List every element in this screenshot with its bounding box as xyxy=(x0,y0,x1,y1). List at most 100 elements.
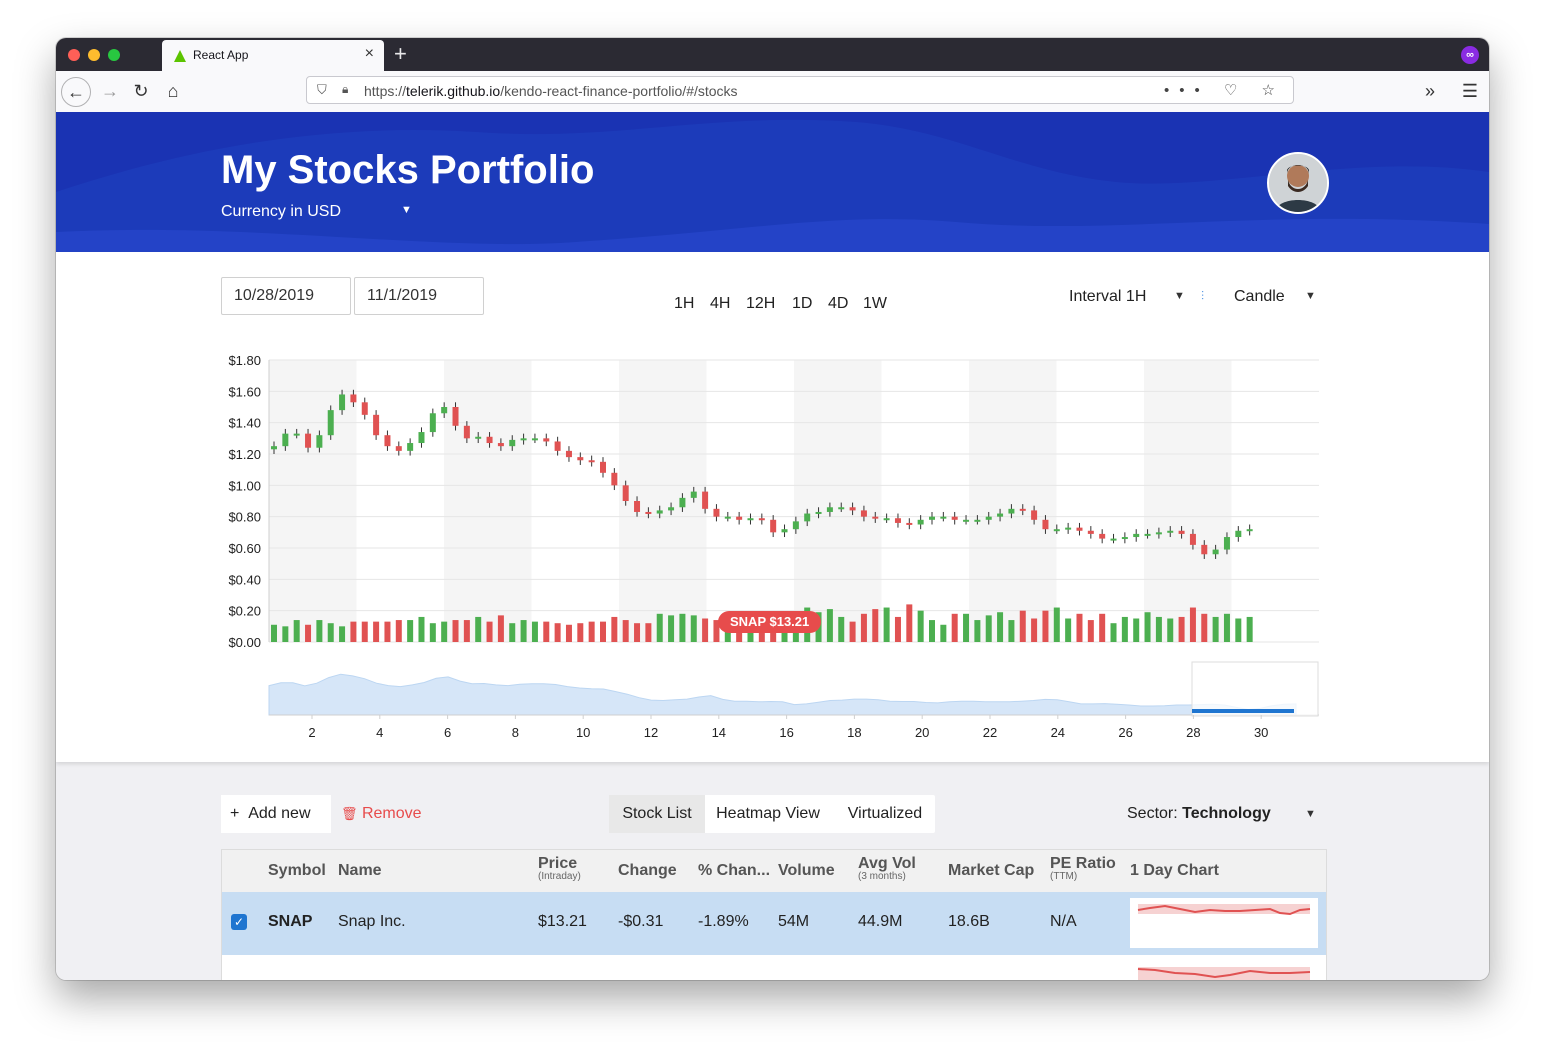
tab-stock-list[interactable]: Stock List xyxy=(609,795,705,833)
candle-body xyxy=(770,519,777,533)
back-button[interactable]: ← xyxy=(61,77,91,107)
volume-bar xyxy=(611,616,618,642)
zoom-window-button[interactable] xyxy=(108,49,120,61)
tab-close-icon[interactable]: × xyxy=(364,45,374,62)
column-pe-ratio[interactable]: PE Ratio (TTM) xyxy=(1050,855,1116,882)
column-symbol[interactable]: Symbol xyxy=(268,862,326,879)
volume-bar xyxy=(350,621,357,642)
y-tick-label: $1.00 xyxy=(228,478,261,493)
range-1h-button[interactable]: 1H xyxy=(674,295,695,312)
start-date-input[interactable]: 10/28/2019 xyxy=(221,277,351,315)
web-page: My Stocks Portfolio Currency in USD ▼ 10… xyxy=(56,112,1489,980)
range-4d-button[interactable]: 4D xyxy=(828,295,849,312)
stock-candlestick-chart[interactable]: $1.80 $1.60 $1.40 $1.20 $1.00 $0.80 $0.60 $0.40… xyxy=(56,252,1489,762)
volume-bar xyxy=(1133,618,1140,642)
candle-body xyxy=(736,516,743,520)
currency-caret-icon[interactable]: ▼ xyxy=(401,204,412,216)
range-12h-button[interactable]: 12H xyxy=(746,295,776,312)
url-bar[interactable]: ⛉ 🔒︎ https://telerik.github.io/kendo-rea… xyxy=(306,76,1294,104)
lock-icon[interactable]: 🔒︎ xyxy=(342,82,349,96)
x-tick-label: 24 xyxy=(1051,725,1065,740)
home-button[interactable]: ⌂ xyxy=(167,81,179,101)
forward-button[interactable]: → xyxy=(101,81,119,101)
candle-body xyxy=(1167,530,1174,533)
volume-bar xyxy=(565,624,572,642)
candle-body xyxy=(418,432,425,444)
volume-bar xyxy=(963,613,970,642)
tab-virtualized[interactable]: Virtualized xyxy=(847,805,923,822)
candle-body xyxy=(917,519,924,525)
y-tick-label: $0.60 xyxy=(228,541,261,556)
x-tick-label: 8 xyxy=(512,725,519,740)
candle-body xyxy=(520,438,527,441)
column-1-day-chart[interactable]: 1 Day Chart xyxy=(1130,862,1219,879)
volume-bar xyxy=(826,609,833,642)
browser-tab[interactable]: React App × xyxy=(162,40,384,71)
tab-heatmap-view[interactable]: Heatmap View xyxy=(716,805,820,822)
column-name[interactable]: Name xyxy=(338,862,382,879)
column-volume[interactable]: Volume xyxy=(778,862,835,879)
volume-bar xyxy=(917,610,924,642)
row-checkbox[interactable]: ✓ xyxy=(231,914,247,930)
candle-body xyxy=(940,516,947,519)
interval-caret-icon[interactable]: ▼ xyxy=(1174,290,1185,302)
candle-body xyxy=(792,521,799,530)
candle-body xyxy=(271,446,277,450)
column-market-cap[interactable]: Market Cap xyxy=(948,862,1035,879)
hamburger-menu-icon[interactable]: ☰ xyxy=(1461,81,1479,101)
candle-body xyxy=(339,394,346,411)
candle-body xyxy=(475,436,482,439)
reload-button[interactable]: ↻ xyxy=(133,81,149,101)
chart-type-caret-icon[interactable]: ▼ xyxy=(1305,290,1316,302)
volume-bar xyxy=(1235,618,1242,642)
volume-bar xyxy=(395,620,402,642)
navigation-bar: ← → ↻ ⌂ ⛉ 🔒︎ https://telerik.github.io/k… xyxy=(56,71,1489,113)
chart-type-dropdown[interactable]: Candle xyxy=(1234,288,1285,305)
candle-body xyxy=(1008,508,1015,514)
column-price[interactable]: Price (Intraday) xyxy=(538,855,581,882)
range-1d-button[interactable]: 1D xyxy=(792,295,813,312)
end-date-input[interactable]: 11/1/2019 xyxy=(354,277,484,315)
sector-dropdown[interactable]: Sector: Technology xyxy=(1127,805,1271,823)
close-window-button[interactable] xyxy=(68,49,80,61)
candle-body xyxy=(1031,510,1038,520)
column-change[interactable]: Change xyxy=(618,862,677,879)
x-tick-label: 30 xyxy=(1254,725,1268,740)
interval-dropdown[interactable]: Interval 1H xyxy=(1069,288,1147,305)
add-new-button[interactable]: + Add new xyxy=(221,795,331,833)
candle-body xyxy=(1155,532,1162,535)
currency-dropdown[interactable]: Currency in USD xyxy=(221,203,342,220)
volume-bar xyxy=(1065,618,1072,642)
range-1w-button[interactable]: 1W xyxy=(863,295,887,312)
extension-icon[interactable]: ∞ xyxy=(1461,46,1479,64)
range-4h-button[interactable]: 4H xyxy=(710,295,731,312)
table-row[interactable] xyxy=(222,955,1326,980)
volume-bar xyxy=(883,607,890,642)
cell-name: Snap Inc. xyxy=(338,913,406,930)
volume-bar xyxy=(282,626,289,642)
page-actions-icon[interactable]: ••• ♡ ☆ xyxy=(1164,82,1285,99)
minimize-window-button[interactable] xyxy=(88,49,100,61)
new-tab-button[interactable]: + xyxy=(394,41,407,66)
candle-body xyxy=(1201,544,1208,555)
candle-body xyxy=(1235,530,1242,538)
volume-bar xyxy=(554,623,561,642)
volume-bar xyxy=(860,613,867,642)
avatar[interactable] xyxy=(1267,152,1329,214)
column-avg-volume[interactable]: Avg Vol (3 months) xyxy=(858,855,916,882)
table-row[interactable]: ✓ SNAP Snap Inc. $13.21 -$0.31 -1.89% 54… xyxy=(222,892,1326,955)
volume-bar xyxy=(509,623,516,642)
candle-body xyxy=(1178,530,1185,534)
overflow-menu-icon[interactable]: » xyxy=(1424,81,1435,101)
remove-button[interactable]: 🗑 Remove xyxy=(341,795,422,833)
column-percent-change[interactable]: % Chan... xyxy=(698,862,771,879)
shield-icon[interactable]: ⛉ xyxy=(317,82,327,97)
sector-caret-icon[interactable]: ▼ xyxy=(1305,808,1316,820)
sector-value: Technology xyxy=(1182,805,1271,822)
candle-body xyxy=(724,516,731,519)
candle-body xyxy=(452,407,459,426)
candle-body xyxy=(1189,533,1196,545)
x-tick-label: 22 xyxy=(983,725,997,740)
candle-body xyxy=(497,443,504,447)
add-new-label: Add new xyxy=(248,805,311,822)
